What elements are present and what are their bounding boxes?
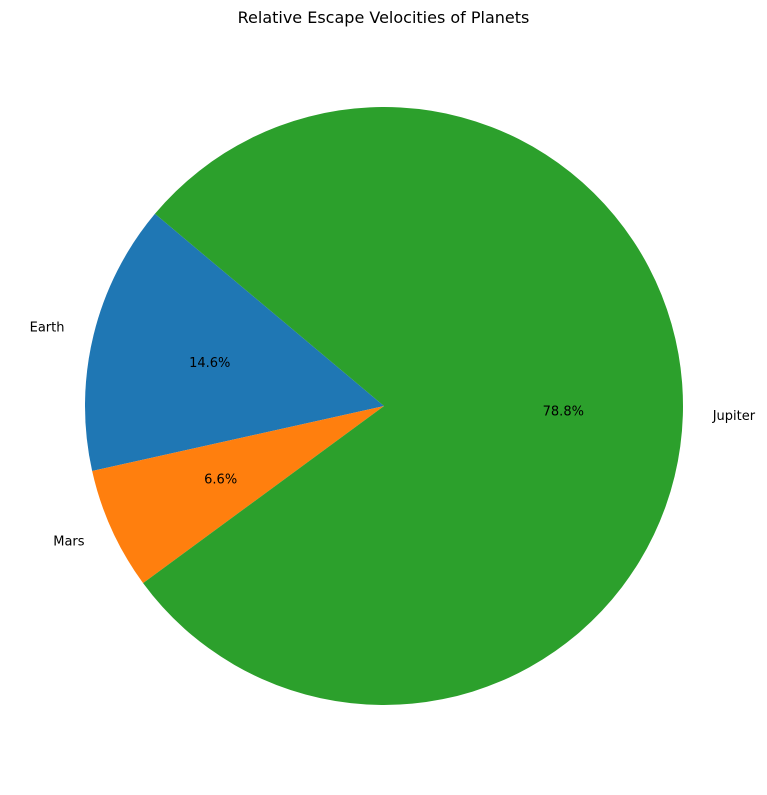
chart-title: Relative Escape Velocities of Planets [238, 8, 530, 27]
slice-label-jupiter: Jupiter [712, 409, 756, 424]
pct-label-mars: 6.6% [204, 473, 237, 488]
pie-slice-earth [85, 213, 385, 472]
slice-label-mars: Mars [53, 535, 85, 550]
pct-label-jupiter: 78.8% [543, 404, 584, 419]
slice-label-earth: Earth [30, 320, 65, 335]
labels-layer: Earth 14.6% Mars 6.6% Jupiter 78.8% [30, 320, 756, 549]
pct-label-earth: 14.6% [189, 356, 230, 371]
pie-slice-mars [92, 406, 384, 584]
slices-layer [85, 107, 684, 706]
pie-slice-jupiter [143, 107, 684, 706]
